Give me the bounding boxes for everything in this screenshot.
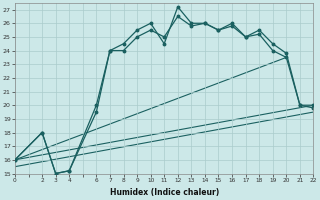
X-axis label: Humidex (Indice chaleur): Humidex (Indice chaleur) (109, 188, 219, 197)
